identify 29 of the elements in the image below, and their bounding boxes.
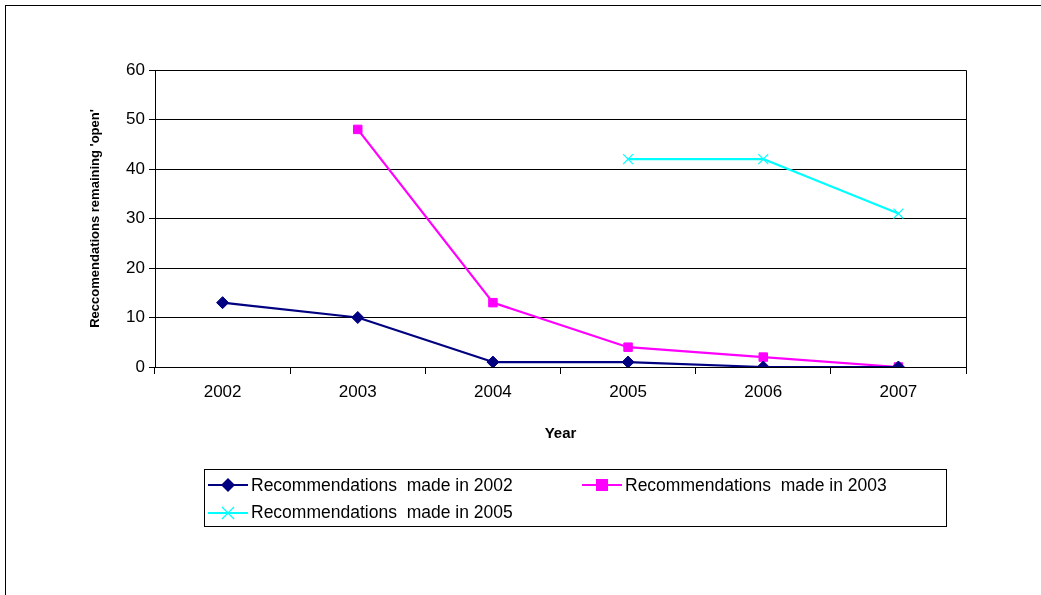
legend-label: Recommendations made in 2003 bbox=[625, 474, 887, 496]
x-tick-label: 2002 bbox=[203, 381, 242, 401]
y-tick-label: 20 bbox=[126, 257, 145, 277]
y-tick-label: 40 bbox=[126, 158, 145, 178]
x-tick-label: 2003 bbox=[338, 381, 377, 401]
y-tick-label: 60 bbox=[126, 59, 145, 79]
x-axis-title: Year bbox=[544, 424, 577, 442]
point bbox=[892, 208, 904, 220]
y-tick-label: 30 bbox=[126, 208, 145, 228]
y-tick-label: 10 bbox=[126, 307, 145, 327]
point bbox=[488, 297, 498, 308]
point bbox=[758, 352, 768, 362]
x-tick-label: 2006 bbox=[744, 381, 783, 401]
point bbox=[353, 124, 363, 135]
point bbox=[622, 153, 634, 165]
y-tick-label: 50 bbox=[126, 109, 145, 129]
x-tick-label: 2007 bbox=[879, 381, 918, 401]
x-tick-label: 2004 bbox=[474, 381, 512, 401]
point bbox=[216, 296, 230, 310]
x-tick-label: 2005 bbox=[609, 381, 647, 401]
legend-label: Recommendations made in 2005 bbox=[251, 502, 513, 523]
point bbox=[757, 153, 769, 165]
legend-label: Recommendations made in 2002 bbox=[251, 474, 513, 496]
y-axis-title: Reccomendations remaining 'open' bbox=[87, 109, 103, 328]
point bbox=[351, 311, 365, 324]
y-tick-label: 0 bbox=[135, 356, 145, 376]
point bbox=[486, 355, 500, 367]
point bbox=[623, 342, 633, 352]
point bbox=[621, 355, 635, 367]
